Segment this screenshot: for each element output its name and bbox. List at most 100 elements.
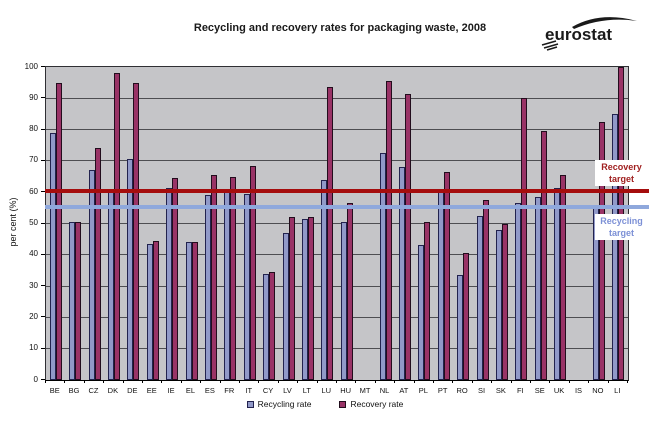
bar-recycling-rate: [301, 218, 308, 380]
x-tick: [45, 380, 46, 383]
y-tick-label: 70: [29, 155, 38, 165]
bar-recycling-rate: [554, 187, 561, 380]
bar-recovery-rate: [482, 200, 489, 380]
legend-swatch-recycling-rate: [246, 400, 254, 408]
recovery-target-label: Recovery target: [595, 160, 648, 187]
bar-recovery-rate: [191, 242, 198, 380]
bar-recovery-rate: [540, 131, 547, 380]
gridline: [46, 348, 628, 350]
x-axis-label: DE: [127, 386, 138, 395]
x-tick: [627, 380, 628, 383]
bar-recycling-rate: [263, 273, 270, 380]
bar-recovery-rate: [404, 93, 411, 380]
bar-recycling-rate: [418, 245, 425, 380]
bar-recycling-rate: [69, 221, 76, 380]
bar-recovery-rate: [75, 221, 82, 380]
bar-recycling-rate: [457, 275, 464, 380]
x-axis-label: BE: [49, 386, 60, 395]
y-tick: [41, 285, 45, 287]
bar-recovery-rate: [327, 87, 334, 380]
gridline: [46, 97, 628, 99]
y-tick-label: 90: [29, 92, 38, 102]
x-axis-label: CY: [262, 386, 274, 395]
y-tick-label: 20: [29, 311, 38, 321]
bar-recycling-rate: [321, 179, 328, 380]
bar-recovery-rate: [133, 82, 140, 380]
bar-recovery-rate: [598, 121, 605, 380]
x-axis-label: IE: [167, 386, 175, 395]
bar-recycling-rate: [127, 159, 134, 380]
gridline: [46, 285, 628, 287]
bar-recovery-rate: [501, 223, 508, 380]
x-axis-label: EE: [146, 386, 157, 395]
x-tick: [64, 380, 66, 383]
y-tick: [41, 222, 45, 224]
x-tick: [394, 380, 396, 383]
legend: Recycling rate Recovery rate: [0, 399, 650, 409]
y-tick: [41, 159, 45, 161]
x-axis-label: SK: [495, 386, 506, 395]
y-tick: [41, 66, 45, 67]
bar-recovery-rate: [230, 176, 237, 380]
legend-label: Recycling rate: [257, 399, 312, 409]
x-tick: [277, 380, 279, 383]
y-tick-label: 0: [33, 374, 38, 384]
x-tick: [180, 380, 182, 383]
x-axis-label: LI: [614, 386, 621, 395]
x-axis-label: BG: [68, 386, 80, 395]
y-tick: [41, 347, 45, 349]
x-tick: [83, 380, 85, 383]
bar-recovery-rate: [424, 221, 431, 380]
x-tick: [549, 380, 551, 383]
y-tick-label: 80: [29, 124, 38, 134]
y-tick: [41, 128, 45, 130]
x-tick: [471, 380, 473, 383]
bar-recycling-rate: [88, 170, 95, 380]
x-axis-label: PT: [437, 386, 448, 395]
x-axis-label: ES: [204, 386, 215, 395]
x-axis-label: LT: [302, 386, 311, 395]
gridline: [46, 160, 628, 162]
eurostat-logo: eurostat: [541, 17, 637, 51]
x-tick: [355, 380, 357, 383]
x-tick: [103, 380, 105, 383]
gridline: [46, 223, 628, 224]
x-axis-label: FI: [516, 386, 524, 395]
bar-recovery-rate: [269, 272, 276, 380]
y-tick: [41, 97, 45, 99]
x-tick: [452, 380, 454, 383]
gridline: [46, 254, 628, 256]
x-axis-label: LU: [321, 386, 332, 395]
x-tick: [374, 380, 376, 383]
x-tick: [200, 380, 202, 383]
x-axis-label: RO: [456, 386, 468, 395]
bar-recovery-rate: [385, 81, 392, 380]
recovery-target-line: [45, 189, 649, 194]
x-tick: [607, 380, 609, 383]
x-tick: [297, 380, 299, 383]
legend-label: Recovery rate: [350, 399, 404, 409]
bar-recycling-rate: [185, 242, 192, 380]
x-axis-label: DK: [107, 386, 119, 395]
x-axis-label: SI: [477, 386, 486, 395]
x-tick: [588, 380, 590, 383]
bar-recycling-rate: [398, 167, 405, 380]
legend-swatch-recovery-rate: [339, 400, 347, 408]
x-tick: [510, 380, 512, 383]
bar-recycling-rate: [146, 243, 153, 380]
bar-recovery-rate: [288, 217, 295, 380]
x-axis-label: HU: [340, 386, 352, 395]
bar-recycling-rate: [612, 113, 619, 380]
y-tick-label: 40: [29, 249, 38, 259]
bar-recovery-rate: [55, 82, 62, 380]
x-tick: [530, 380, 531, 383]
x-tick: [491, 380, 493, 383]
y-tick-label: 10: [29, 343, 38, 353]
bar-recycling-rate: [49, 132, 56, 380]
bar-recovery-rate: [443, 171, 450, 380]
x-tick: [219, 380, 221, 383]
eurostat-logo-text: eurostat: [545, 25, 612, 44]
plot-area: [45, 66, 629, 381]
x-tick: [413, 380, 415, 383]
x-tick: [142, 380, 143, 383]
